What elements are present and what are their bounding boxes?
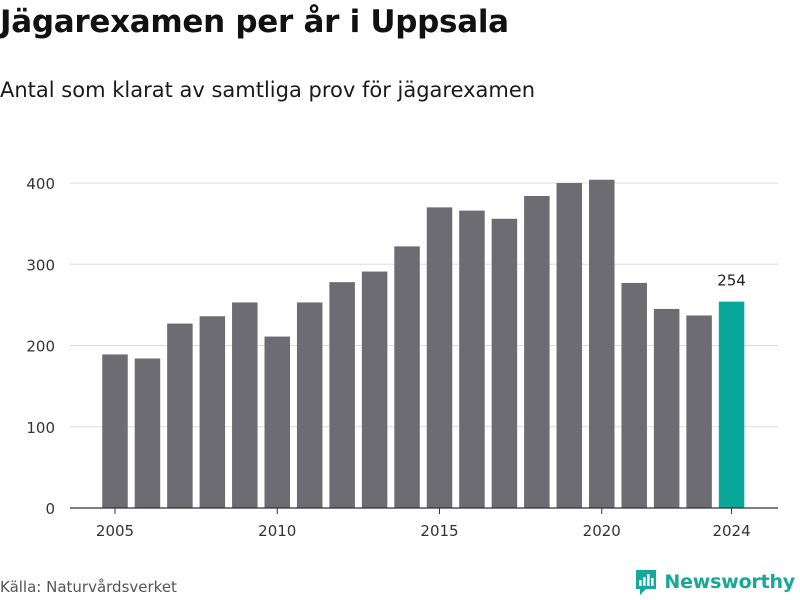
- x-tick-label-2015: 2015: [420, 522, 458, 540]
- source-note: Källa: Naturvårdsverket: [0, 578, 177, 596]
- y-tick-label-100: 100: [26, 419, 55, 437]
- bar-2018: [524, 196, 550, 508]
- bar-2016: [459, 210, 485, 508]
- bar-2008: [199, 316, 226, 508]
- y-tick-label-0: 0: [45, 500, 55, 518]
- bar-2011: [296, 302, 323, 508]
- bar-2017: [491, 218, 518, 508]
- chart-subtitle: Antal som klarat av samtliga prov för jä…: [0, 78, 536, 102]
- bar-2022: [653, 308, 680, 508]
- newsworthy-icon: [636, 570, 657, 595]
- bar-2015: [426, 207, 453, 508]
- bar-2005: [102, 354, 128, 508]
- bar-2010: [264, 336, 290, 508]
- bar-2019: [556, 183, 583, 508]
- brand-name: Newsworthy: [664, 571, 795, 593]
- bar-2007: [167, 323, 193, 508]
- bar-2009: [232, 302, 258, 508]
- newsworthy-logo: Newsworthy: [634, 568, 795, 596]
- bar-2014: [394, 246, 420, 508]
- bar-2012: [329, 282, 355, 508]
- bar-2024: [718, 301, 745, 508]
- bar-2013: [361, 271, 388, 508]
- chart-title: Jägarexamen per år i Uppsala: [0, 4, 509, 40]
- y-tick-label-200: 200: [26, 338, 55, 356]
- x-tick-label-2005: 2005: [96, 522, 134, 540]
- x-tick-label-2010: 2010: [258, 522, 296, 540]
- y-tick-label-300: 300: [26, 256, 55, 274]
- x-tick-label-2024: 2024: [712, 522, 750, 540]
- data-label-2024: 254: [717, 272, 746, 290]
- bar-2020: [589, 179, 615, 508]
- bar-2021: [621, 282, 647, 508]
- bar-2023: [686, 315, 712, 508]
- y-tick-label-400: 400: [26, 175, 55, 193]
- x-tick-label-2020: 2020: [583, 522, 621, 540]
- bar-2006: [134, 358, 161, 508]
